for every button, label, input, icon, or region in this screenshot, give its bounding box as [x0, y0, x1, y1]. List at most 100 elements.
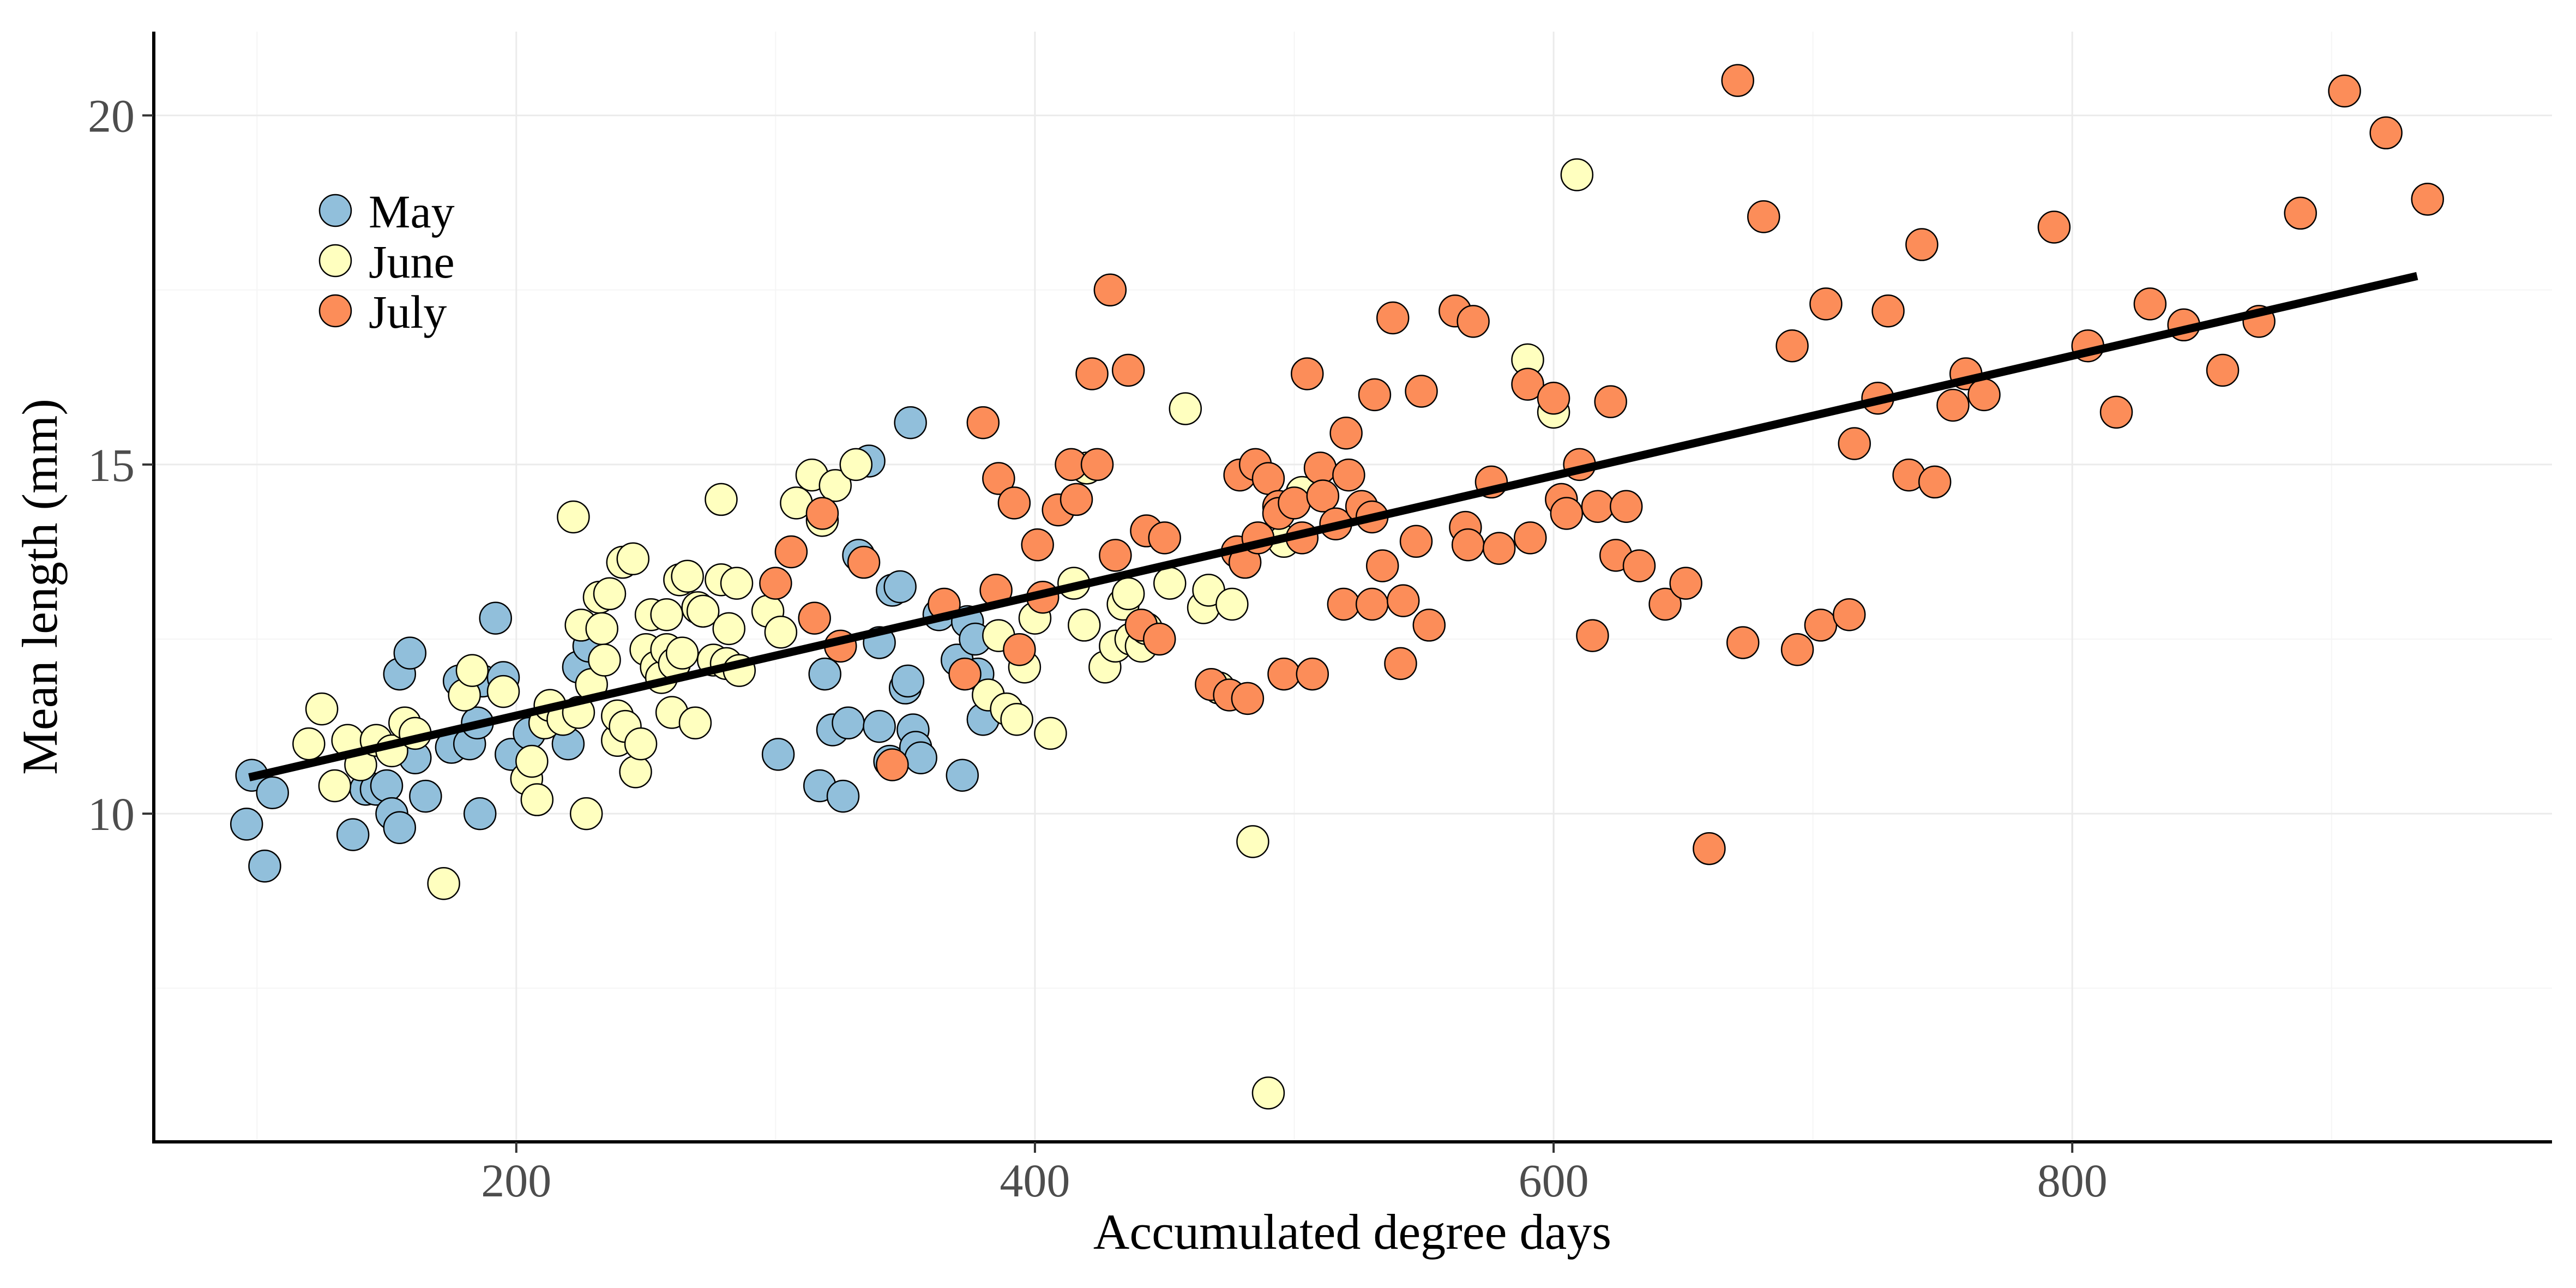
point-july	[2328, 74, 2361, 108]
legend-swatch-july	[318, 294, 352, 328]
point-july	[1384, 647, 1417, 681]
point-june	[1215, 587, 1249, 621]
point-july	[1111, 353, 1145, 387]
point-july	[1291, 357, 1324, 390]
point-july	[1918, 465, 1952, 499]
point-june	[686, 594, 720, 628]
x-tick-label: 200	[481, 1154, 551, 1207]
point-july	[1329, 417, 1363, 450]
point-july	[1594, 385, 1627, 418]
point-july	[1622, 549, 1656, 582]
point-july	[982, 462, 1015, 495]
points-layer	[230, 64, 2444, 1110]
point-july	[1093, 273, 1127, 307]
point-june	[588, 643, 621, 677]
point-june	[720, 567, 754, 600]
y-tick-label: 10	[88, 788, 135, 840]
point-july	[2411, 183, 2444, 216]
point-july	[1581, 490, 1615, 523]
point-june	[569, 797, 603, 830]
point-july	[1148, 521, 1181, 555]
y-axis-ticks: 10 15 20	[88, 90, 153, 840]
point-july	[1809, 287, 1843, 321]
point-july	[1482, 532, 1516, 565]
point-june	[515, 744, 549, 778]
x-axis-title: Accumulated degree days	[1093, 1204, 1611, 1260]
point-july	[876, 748, 909, 781]
point-july	[1267, 657, 1301, 691]
point-june	[619, 755, 652, 789]
x-tick-label: 600	[1519, 1154, 1589, 1207]
point-july	[1306, 479, 1340, 513]
point-july	[1376, 301, 1410, 335]
point-july	[1838, 427, 1871, 460]
point-june	[585, 612, 618, 646]
point-july	[1905, 228, 1939, 261]
point-may	[248, 849, 281, 883]
point-july	[1514, 521, 1547, 555]
legend-label-may: May	[369, 185, 455, 238]
regression-line	[248, 272, 2418, 781]
point-july	[1726, 626, 1760, 659]
point-july	[1780, 633, 1814, 666]
legend-swatch-june	[318, 244, 352, 278]
point-july	[1576, 619, 1609, 652]
point-july	[2284, 196, 2317, 230]
point-july	[1021, 528, 1054, 562]
point-may	[894, 406, 927, 440]
point-may	[883, 570, 917, 604]
point-july	[1451, 528, 1485, 562]
point-july	[1511, 368, 1544, 401]
point-may	[409, 779, 442, 813]
point-july	[1936, 388, 1970, 422]
point-june	[1153, 567, 1187, 600]
point-july	[966, 406, 1000, 440]
point-may	[826, 779, 860, 813]
point-july	[1296, 657, 1329, 691]
point-may	[946, 759, 979, 792]
point-june	[292, 727, 326, 761]
point-july	[1278, 486, 1311, 520]
point-july	[1075, 357, 1109, 390]
point-july	[1332, 458, 1365, 492]
point-july	[805, 497, 839, 530]
point-june	[1169, 392, 1202, 425]
point-july	[1303, 452, 1337, 485]
point-may	[761, 738, 795, 771]
point-june	[455, 654, 489, 687]
point-may	[832, 706, 865, 739]
point-may	[336, 818, 370, 851]
point-july	[1386, 584, 1420, 617]
point-july	[1775, 329, 1809, 363]
point-may	[904, 741, 937, 774]
point-june	[678, 706, 712, 739]
x-tick-label: 800	[2037, 1154, 2108, 1207]
y-tick-label: 15	[88, 439, 135, 491]
point-july	[1609, 490, 1643, 523]
y-tick-label: 20	[88, 90, 135, 142]
point-july	[1355, 587, 1389, 621]
point-july	[1693, 832, 1726, 865]
point-july	[1804, 609, 1838, 642]
point-may	[863, 709, 896, 743]
point-june	[712, 612, 746, 646]
point-july	[1967, 378, 2001, 412]
point-may	[383, 811, 417, 845]
point-july	[1405, 375, 1438, 408]
legend-label-july: July	[369, 286, 447, 338]
x-axis-ticks: 200 400 600 800	[481, 1142, 2108, 1207]
point-june	[1236, 825, 1269, 858]
point-june	[557, 500, 590, 534]
point-june	[520, 783, 554, 816]
point-june	[1000, 703, 1033, 736]
point-july	[798, 601, 831, 635]
point-may	[256, 776, 290, 809]
panel-background	[153, 32, 2552, 1142]
point-june	[1068, 609, 1101, 642]
point-july	[1456, 305, 1490, 338]
point-july	[1399, 525, 1433, 558]
point-july	[1550, 497, 1584, 530]
point-july	[1747, 200, 1780, 233]
point-july	[1080, 448, 1114, 482]
point-july	[1365, 549, 1399, 582]
